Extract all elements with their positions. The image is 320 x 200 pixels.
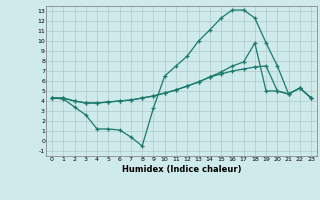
X-axis label: Humidex (Indice chaleur): Humidex (Indice chaleur)	[122, 165, 241, 174]
